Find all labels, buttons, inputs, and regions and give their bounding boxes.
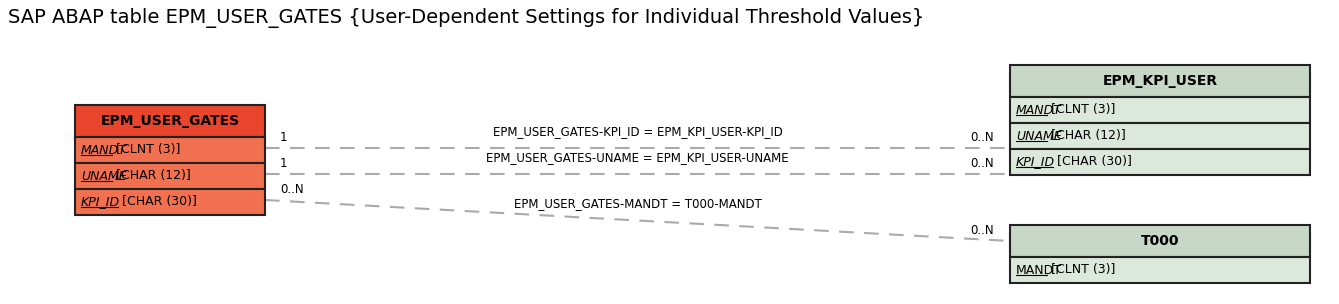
Text: MANDT: MANDT <box>80 143 127 157</box>
Text: [CLNT (3)]: [CLNT (3)] <box>1047 264 1115 277</box>
Bar <box>75 189 265 215</box>
Text: 0..N: 0..N <box>969 224 994 237</box>
Text: 1: 1 <box>280 157 288 170</box>
Bar <box>1010 149 1310 175</box>
Bar <box>1010 123 1310 149</box>
Text: 0..N: 0..N <box>280 183 304 196</box>
Text: EPM_USER_GATES-KPI_ID = EPM_KPI_USER-KPI_ID: EPM_USER_GATES-KPI_ID = EPM_KPI_USER-KPI… <box>493 125 782 138</box>
Text: [CHAR (12)]: [CHAR (12)] <box>112 170 190 182</box>
Bar <box>75 163 265 189</box>
Text: KPI_ID: KPI_ID <box>1016 156 1055 168</box>
Bar <box>75 105 265 137</box>
Text: [CLNT (3)]: [CLNT (3)] <box>1047 103 1115 116</box>
Text: 1: 1 <box>280 131 288 144</box>
Text: 0..N: 0..N <box>969 157 994 170</box>
Bar <box>75 137 265 163</box>
Text: EPM_USER_GATES-MANDT = T000-MANDT: EPM_USER_GATES-MANDT = T000-MANDT <box>514 197 762 210</box>
Text: [CHAR (12)]: [CHAR (12)] <box>1047 130 1126 143</box>
Text: T000: T000 <box>1141 234 1180 248</box>
Bar <box>1010 65 1310 97</box>
Bar <box>1010 97 1310 123</box>
Text: [CHAR (30)]: [CHAR (30)] <box>118 195 197 209</box>
Text: 0..N: 0..N <box>969 131 994 144</box>
Text: KPI_ID: KPI_ID <box>80 195 121 209</box>
Text: SAP ABAP table EPM_USER_GATES {User-Dependent Settings for Individual Threshold : SAP ABAP table EPM_USER_GATES {User-Depe… <box>8 8 924 28</box>
Text: [CHAR (30)]: [CHAR (30)] <box>1054 156 1131 168</box>
Text: [CLNT (3)]: [CLNT (3)] <box>112 143 181 157</box>
Bar <box>1010 225 1310 257</box>
Bar <box>1010 257 1310 283</box>
Text: EPM_USER_GATES-UNAME = EPM_KPI_USER-UNAME: EPM_USER_GATES-UNAME = EPM_KPI_USER-UNAM… <box>486 151 789 164</box>
Text: UNAME: UNAME <box>80 170 127 182</box>
Text: MANDT: MANDT <box>1016 103 1062 116</box>
Text: MANDT: MANDT <box>1016 264 1062 277</box>
Text: EPM_KPI_USER: EPM_KPI_USER <box>1102 74 1217 88</box>
Text: EPM_USER_GATES: EPM_USER_GATES <box>100 114 240 128</box>
Text: UNAME: UNAME <box>1016 130 1062 143</box>
